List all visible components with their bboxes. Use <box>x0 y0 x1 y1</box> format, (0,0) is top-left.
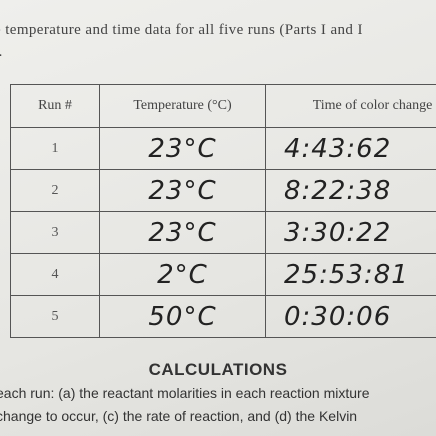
table-cell: 50°C <box>99 295 266 338</box>
table-cell: 4 <box>10 253 100 296</box>
header-cell: Time of color change <box>265 84 436 128</box>
table-row: 2 23°C 8:22:38 <box>10 169 436 212</box>
body-text: each run: (a) the reactant molarities in… <box>0 385 370 401</box>
table-cell: 2 <box>10 169 100 212</box>
table-cell: 1 <box>10 127 100 170</box>
table-cell: 25:53:81 <box>265 253 436 296</box>
table-cell: 23°C <box>99 169 266 212</box>
table-cell: 0:30:06 <box>265 295 436 338</box>
table-cell: 3:30:22 <box>265 211 436 254</box>
header-row: Run # Temperature (°C) Time of color cha… <box>10 84 436 128</box>
table-row: 1 23°C 4:43:62 <box>10 127 436 170</box>
table-cell: 23°C <box>99 127 266 170</box>
table-cell: 2°C <box>99 253 266 296</box>
intro-text: t. <box>0 44 3 61</box>
table-cell: 3 <box>10 211 100 254</box>
table-body: 1 23°C 4:43:62 2 23°C 8:22:38 3 23°C 3:30:22 4 2°C… <box>10 127 436 338</box>
table-row: 5 50°C 0:30:06 <box>10 295 436 338</box>
header-cell: Run # <box>10 84 100 128</box>
table-cell: 8:22:38 <box>265 169 436 212</box>
data-table: Run # Temperature (°C) Time of color cha… <box>10 84 436 338</box>
header-cell: Temperature (°C) <box>99 84 266 128</box>
section-title: CALCULATIONS <box>148 360 288 379</box>
table-cell: 4:43:62 <box>265 127 436 170</box>
body-text: change to occur, (c) the rate of reactio… <box>0 408 358 424</box>
table-cell: 5 <box>10 295 100 338</box>
intro-text: e temperature and time data for all five… <box>0 22 363 38</box>
table-cell: 23°C <box>99 211 266 254</box>
table-row: 3 23°C 3:30:22 <box>10 211 436 254</box>
table-row: 4 2°C 25:53:81 <box>10 253 436 296</box>
